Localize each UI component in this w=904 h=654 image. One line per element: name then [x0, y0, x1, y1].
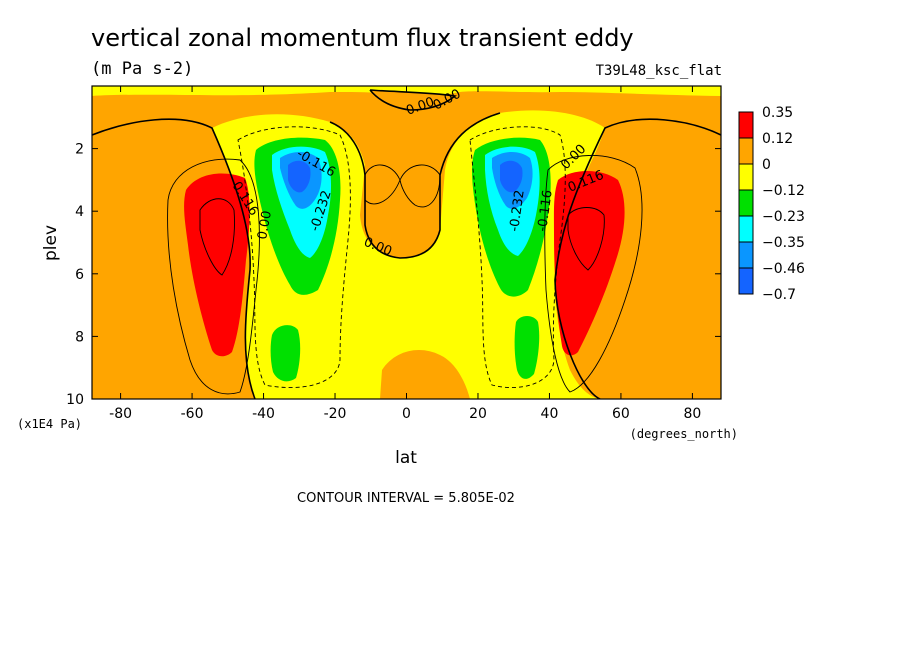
fill-green-left-lower — [270, 325, 301, 382]
x-tick-label: 20 — [469, 406, 487, 422]
fill-red-left — [184, 173, 250, 357]
colorbar-swatch — [738, 241, 754, 269]
fill-red-right — [553, 171, 625, 356]
colorbar-level-label: −0.12 — [762, 183, 805, 199]
colorbar-swatch — [738, 163, 754, 191]
x-axis-label: lat — [395, 448, 417, 468]
x-axis-units: (degrees_north) — [630, 427, 738, 441]
x-axis: -80 -60 -40 -20 0 20 40 60 80 — [109, 86, 701, 422]
contour-plot-area — [92, 86, 721, 399]
colorbar: 0.35 0.12 0 −0.12 −0.23 −0.35 −0.46 −0.7 — [738, 105, 805, 303]
colorbar-level-label: 0 — [762, 157, 771, 173]
colorbar-level-label: −0.23 — [762, 209, 805, 225]
y-axis: 2 4 6 8 10 — [66, 142, 721, 408]
contour-zero-right — [554, 118, 721, 399]
x-tick-label: 0 — [402, 406, 411, 422]
y-tick-label: 10 — [66, 392, 84, 408]
y-tick-label: 8 — [75, 329, 84, 345]
x-tick-label: 60 — [612, 406, 630, 422]
colorbar-swatch — [738, 111, 754, 139]
y-axis-units: (x1E4 Pa) — [17, 417, 82, 431]
colorbar-level-label: −0.46 — [762, 261, 805, 277]
contour-neg-left-outer — [237, 126, 351, 388]
contour-label: 0.00 — [255, 210, 275, 241]
colorbar-swatch — [738, 189, 754, 217]
colorbar-swatch — [738, 215, 754, 243]
contour-central-lobes — [364, 164, 441, 208]
y-axis-label: plev — [41, 225, 61, 261]
x-tick-label: -80 — [109, 406, 132, 422]
contour-label: -0.232 — [507, 189, 528, 233]
dataset-label: T39L48_ksc_flat — [596, 63, 722, 79]
x-tick-label: 80 — [683, 406, 701, 422]
contour-pos-right-inner — [567, 207, 605, 271]
x-tick-label: -20 — [324, 406, 347, 422]
fill-green-right-lower — [514, 316, 540, 379]
fill-darkblue-right — [500, 160, 523, 193]
chart-units: (m Pa s-2) — [91, 59, 193, 79]
fill-orange-central — [365, 164, 440, 258]
contour-pos-left-inner — [199, 198, 235, 276]
colorbar-level-label: 0.35 — [762, 105, 793, 121]
x-tick-label: -40 — [252, 406, 275, 422]
fill-yellow-right-edge — [660, 86, 721, 92]
y-tick-label: 4 — [75, 204, 84, 220]
colorbar-swatch — [738, 267, 754, 295]
contour-zero-left — [92, 118, 256, 399]
colorbar-level-label: −0.7 — [762, 287, 796, 303]
y-tick-label: 2 — [75, 142, 84, 158]
y-tick-label: 6 — [75, 267, 84, 283]
fill-orange-bottom — [380, 350, 470, 399]
x-tick-label: 40 — [541, 406, 559, 422]
colorbar-swatch — [738, 137, 754, 165]
contour-pos-right-outer — [544, 155, 643, 393]
contour-neg-right-outer — [469, 126, 566, 388]
colorbar-level-label: 0.12 — [762, 131, 793, 147]
fill-darkblue-left — [288, 160, 311, 193]
contour-interval: CONTOUR INTERVAL = 5.805E-02 — [297, 491, 515, 506]
contour-zero-central — [329, 112, 501, 259]
chart-title: vertical zonal momentum flux transient e… — [91, 24, 634, 52]
x-tick-label: -60 — [181, 406, 204, 422]
colorbar-level-label: −0.35 — [762, 235, 805, 251]
contour-label: -0.116 — [535, 189, 556, 233]
contour-pos-left-outer — [167, 158, 260, 395]
